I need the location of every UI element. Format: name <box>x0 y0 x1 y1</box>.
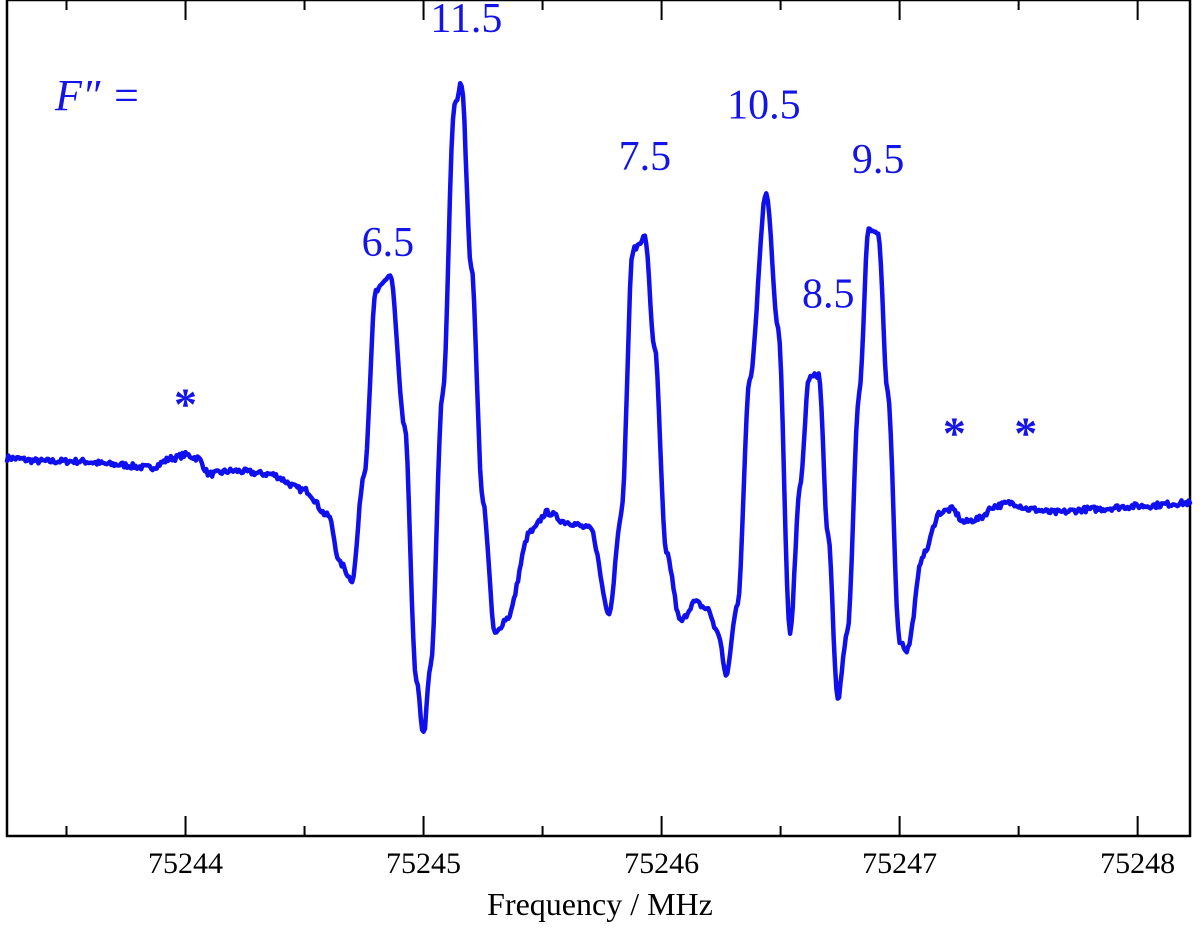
peak-label: 9.5 <box>852 137 905 183</box>
f-double-prime-label: F″ = <box>54 71 141 120</box>
asterisk-marker: * <box>943 407 966 458</box>
peak-label: 10.5 <box>727 83 801 129</box>
x-tick-label: 75247 <box>862 847 937 880</box>
peak-label: 6.5 <box>362 220 415 266</box>
peak-label: 8.5 <box>802 271 855 317</box>
x-tick-label: 75244 <box>148 847 223 880</box>
x-axis-ticks <box>65 0 1139 836</box>
x-axis-tick-labels: 75244 75245 75246 75247 75248 <box>148 847 1175 880</box>
peak-label: 11.5 <box>430 0 502 42</box>
peak-label: 7.5 <box>619 134 672 180</box>
plot-frame <box>5 0 1192 838</box>
asterisk-marker: * <box>1014 407 1037 458</box>
x-tick-label: 75245 <box>386 847 461 880</box>
spectrum-trace <box>4 80 1193 735</box>
asterisk-marker: * <box>174 379 197 430</box>
x-tick-label: 75248 <box>1100 847 1175 880</box>
x-tick-label: 75246 <box>624 847 699 880</box>
x-axis-title: Frequency / MHz <box>487 886 713 922</box>
peak-annotations: F″ = 6.5 11.5 7.5 10.5 8.5 9.5 * * * <box>54 0 1037 458</box>
